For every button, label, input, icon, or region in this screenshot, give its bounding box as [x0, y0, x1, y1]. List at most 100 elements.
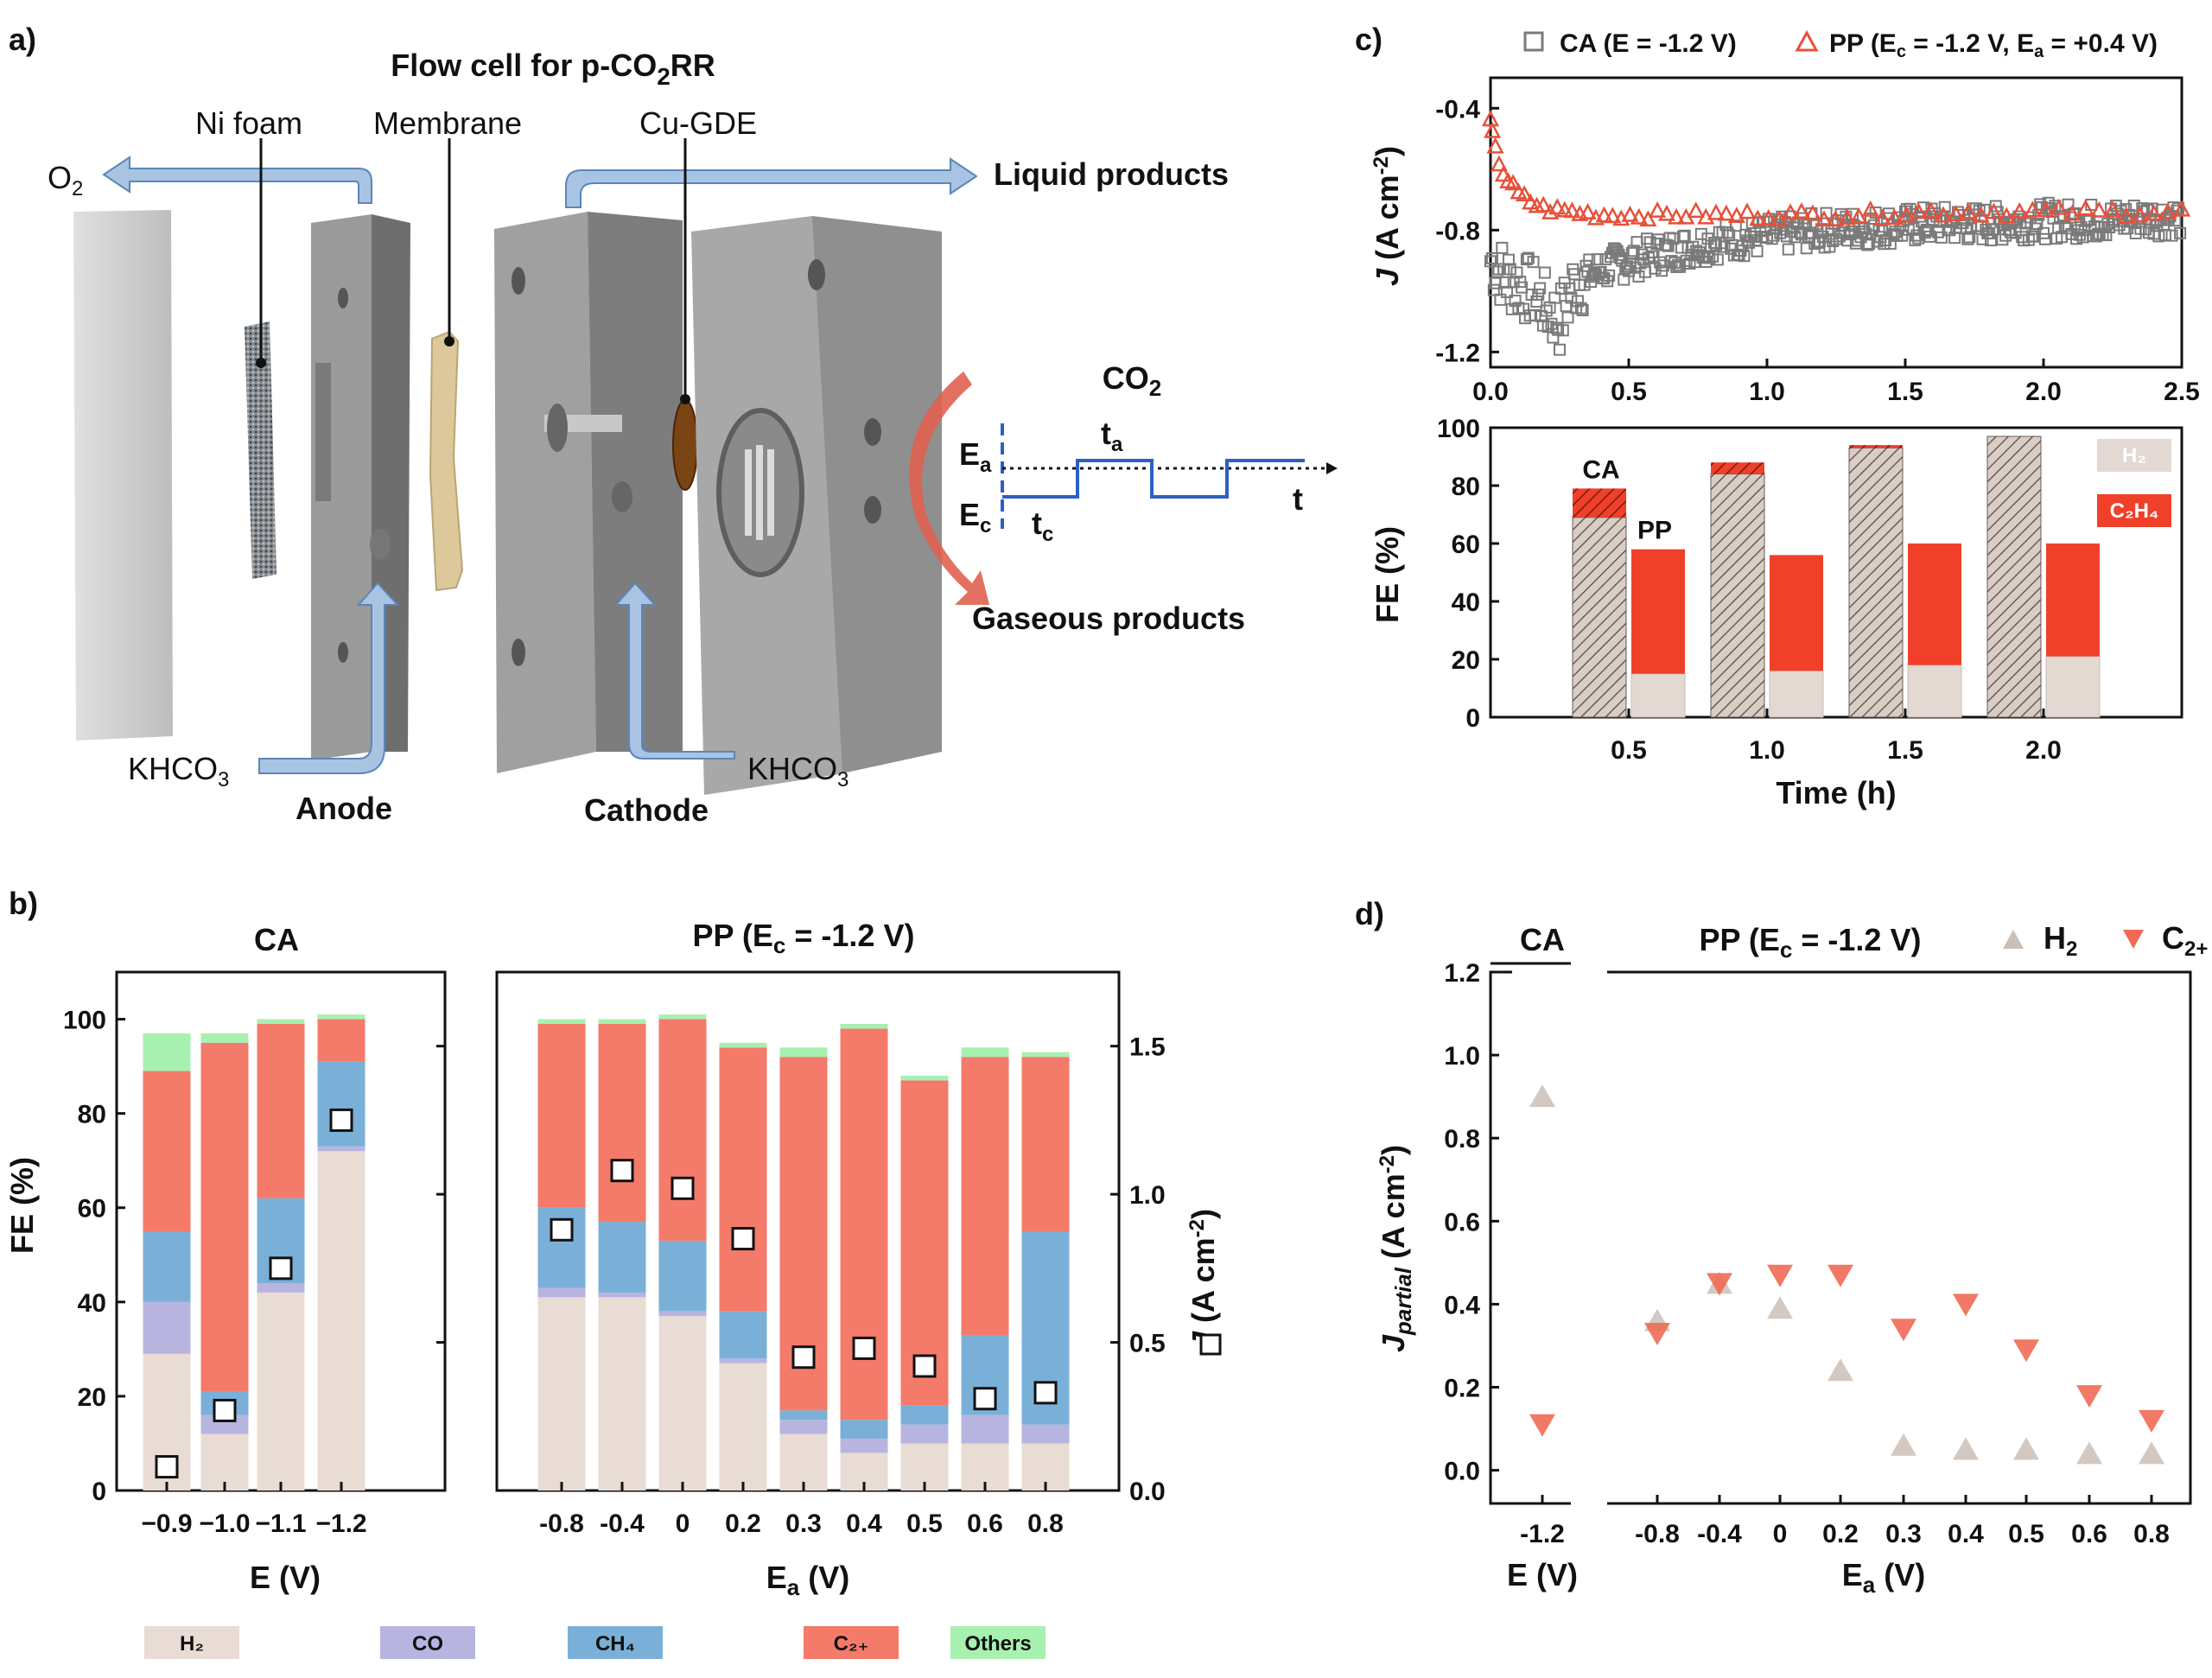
c2-marker: [2139, 1409, 2164, 1433]
bar-Others: [840, 1024, 888, 1029]
bar-CO: [779, 1420, 828, 1434]
pp-marker: [2172, 200, 2191, 217]
ca-marker: [1550, 321, 1563, 334]
d-title-ca: CA: [1520, 922, 1565, 957]
bar-CH₄: [779, 1410, 828, 1421]
port-hole: [864, 418, 881, 446]
pp-marker: [1998, 207, 2016, 224]
d-xtick-label: -1.2: [1520, 1520, 1565, 1548]
ca-marker: [2031, 218, 2044, 231]
d-legend-marker-c2: [2123, 930, 2144, 949]
ca-marker: [1578, 278, 1591, 291]
ca-marker: [1502, 253, 1515, 266]
pp-marker: [1486, 137, 1504, 154]
pp-marker: [1827, 210, 1845, 227]
bar-CH₄: [598, 1222, 646, 1293]
bar-C₂₊: [317, 1019, 365, 1062]
legend-marker-pp: [1795, 29, 1819, 52]
c2-marker: [1644, 1323, 1670, 1346]
pp-marker: [1815, 210, 1834, 227]
ca-marker: [1884, 237, 1897, 250]
bar-H₂: [598, 1297, 646, 1490]
d-ytick-label: 0.2: [1444, 1374, 1480, 1402]
b-xtick-label: -0.8: [539, 1510, 584, 1538]
c-top-ytick-label: -1.2: [1435, 339, 1480, 367]
bar-Others: [779, 1047, 828, 1058]
ca-marker: [1561, 311, 1574, 324]
gaseous-products-label: Gaseous products: [972, 601, 1245, 636]
d-title-pp: PP (Ec = -1.2 V): [1700, 922, 1922, 963]
c-bottom-xtick-label: 2.0: [2025, 736, 2062, 765]
cathode-inlet-arrow: [613, 582, 735, 760]
d-ytick-label: 1.0: [1444, 1042, 1480, 1071]
b-xtick-label: 0: [676, 1510, 690, 1538]
ca-marker: [2038, 232, 2051, 245]
h2-marker: [2076, 1441, 2102, 1465]
bolt-hole: [338, 642, 348, 663]
ca-marker: [1487, 283, 1500, 296]
anode-inlet-arrow: [258, 582, 400, 774]
pp-marker: [1838, 208, 1856, 226]
c-bottom-xtick-label: 1.5: [1887, 736, 1923, 765]
bar-H₂: [779, 1433, 828, 1490]
pp-marker: [1781, 203, 1800, 220]
b-pp-title: PP (Ec = -1.2 V): [693, 918, 915, 958]
port-hole: [547, 404, 568, 452]
ca-marker: [1576, 304, 1589, 317]
chart-c-bottom: 0 20 40 60 80 100 0.5 1.0 1.5 2.0 CA PP H₂ C₂H₄: [1437, 415, 2183, 765]
b-xtick-label: 0.2: [725, 1510, 761, 1538]
bar-Others: [257, 1019, 305, 1024]
pp-h2-bar: [1907, 664, 1962, 718]
d-ytick-label: 1.2: [1444, 959, 1480, 988]
d-legend-label-h2: H2: [2044, 920, 2077, 961]
ca-marker: [1963, 231, 1976, 244]
j-marker: [550, 1217, 574, 1242]
pp-marker: [1516, 185, 1534, 202]
pp-marker: [2050, 198, 2068, 215]
cathode-plate: [494, 212, 596, 773]
b-xtick-label: −0.9: [141, 1510, 192, 1538]
h2-marker: [2139, 1441, 2164, 1465]
bar-C₂₊: [257, 1024, 305, 1198]
bar-Others: [537, 1019, 586, 1024]
ca-marker: [2152, 230, 2165, 243]
bar-C₂₊: [598, 1024, 646, 1223]
c-bottom-ytick-label: 60: [1452, 531, 1480, 559]
d-xtick-label: 0.2: [1822, 1520, 1859, 1548]
pp-marker: [1873, 208, 1891, 226]
ca-marker: [1548, 291, 1561, 304]
bar-H₂: [658, 1316, 707, 1490]
ca-marker: [1741, 234, 1754, 247]
ca-marker: [1640, 232, 1653, 245]
ca-marker: [1830, 232, 1842, 245]
panel-label-a: a): [9, 22, 36, 57]
cu-gde-pin: [680, 394, 690, 404]
bar-CO: [658, 1311, 707, 1317]
port-hole: [864, 496, 881, 524]
pp-marker: [1759, 208, 1777, 226]
legend-label-h2: H₂: [2122, 444, 2146, 467]
ca-marker: [1509, 295, 1522, 308]
ca-marker: [1520, 253, 1533, 266]
c2-marker: [1767, 1264, 1793, 1287]
bar-C₂₊: [961, 1057, 1009, 1335]
ca-marker: [2165, 229, 2178, 242]
pp-marker: [1630, 207, 1648, 225]
chart-b-ca: 0 20 40 60 80 100 −0.9 −1.0 −1.1 −1.2: [63, 970, 447, 1538]
bar-CO: [200, 1414, 249, 1434]
potential-waveform: Ea Ec ta tc t: [959, 416, 1338, 546]
c2-marker: [1827, 1264, 1853, 1287]
bar-CH₄: [900, 1405, 949, 1425]
b-ytick-label: 100: [63, 1007, 106, 1035]
c-top-ytick-label: -0.4: [1435, 95, 1480, 124]
c-bottom-ytick-label: 20: [1452, 646, 1480, 675]
ca-h2-bar: [1848, 447, 1904, 718]
pp-marker: [1749, 209, 1767, 226]
bar-Others: [598, 1019, 646, 1024]
d-xtick-label: -0.4: [1697, 1520, 1742, 1548]
membrane-label: Membrane: [373, 105, 522, 141]
ca-c2h4-bar: [1849, 445, 1903, 448]
d-legend-label-c2: C2+: [2162, 920, 2208, 961]
b-ytick-label: 20: [78, 1383, 106, 1412]
